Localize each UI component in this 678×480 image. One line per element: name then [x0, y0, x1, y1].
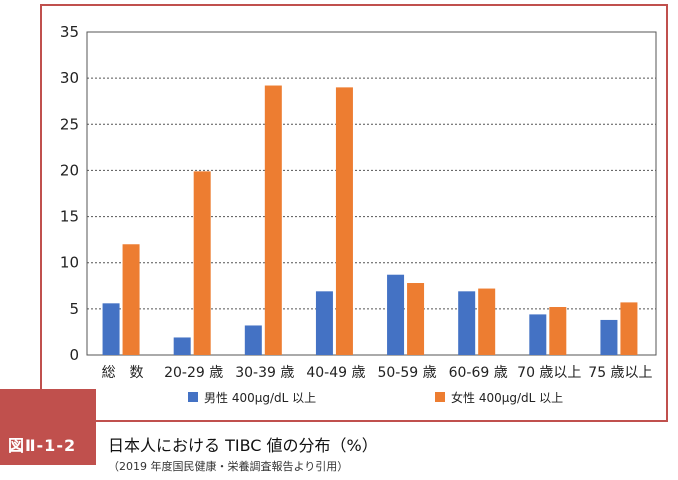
bar-female	[407, 283, 425, 355]
legend-label: 男性 400μg/dL 以上	[204, 391, 316, 405]
plot-area	[86, 31, 657, 356]
x-tick-label: 75 歳以上	[588, 365, 652, 381]
y-tick-label: 30	[60, 69, 79, 87]
bar-male	[529, 314, 547, 355]
x-tick-label: 40-49 歳	[306, 365, 365, 381]
bar-female	[335, 87, 353, 355]
legend-swatch	[188, 392, 198, 402]
figure-number: 図Ⅱ-1-2	[8, 436, 77, 455]
bar-female	[264, 85, 282, 356]
figure-tab	[0, 389, 96, 465]
bar-male	[458, 291, 476, 355]
bar-male	[244, 325, 262, 355]
y-tick-label: 10	[60, 254, 79, 272]
y-tick-label: 35	[60, 23, 79, 41]
bar-male	[102, 303, 120, 355]
x-tick-label: 60-69 歳	[449, 365, 508, 381]
caption-title: 日本人における TIBC 値の分布（%）	[108, 436, 378, 455]
caption-source: （2019 年度国民健康・栄養調査報告より引用）	[108, 460, 349, 473]
x-tick-label: 30-39 歳	[235, 365, 294, 381]
bar-female	[122, 244, 140, 355]
y-tick-label: 20	[60, 161, 79, 179]
y-tick-label: 5	[69, 300, 79, 318]
bar-male	[173, 337, 191, 355]
bar-female	[549, 307, 567, 355]
legend-swatch	[435, 392, 445, 402]
bar-male	[387, 274, 405, 355]
y-tick-label: 0	[69, 346, 79, 364]
x-tick-label: 50-59 歳	[377, 365, 436, 381]
x-tick-label: 70 歳以上	[517, 365, 581, 381]
x-tick-label: 20-29 歳	[164, 365, 223, 381]
bar-female	[193, 171, 211, 355]
bar-female	[620, 302, 638, 355]
y-tick-label: 25	[60, 115, 79, 133]
bar-male	[315, 291, 333, 355]
x-tick-label: 総 数	[102, 365, 144, 381]
bar-male	[600, 319, 618, 355]
legend-label: 女性 400μg/dL 以上	[451, 390, 563, 405]
bar-female	[478, 288, 496, 355]
y-tick-label: 15	[60, 208, 79, 226]
